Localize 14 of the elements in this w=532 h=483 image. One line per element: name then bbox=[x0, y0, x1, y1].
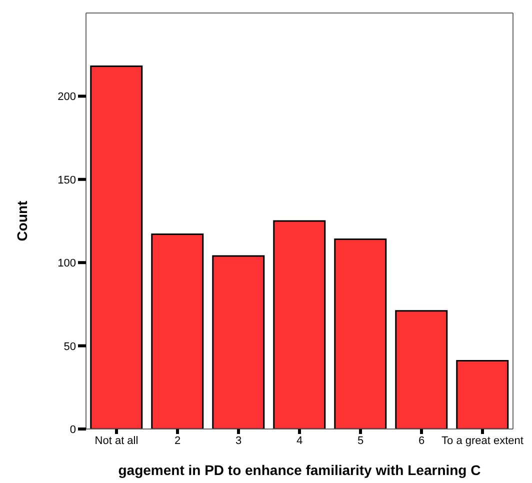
y-tick-label: 50 bbox=[64, 340, 76, 353]
y-axis-title: Count bbox=[14, 200, 30, 242]
y-tick-label: 150 bbox=[58, 174, 76, 186]
x-tick-label: 5 bbox=[357, 434, 364, 447]
x-tick-label: 4 bbox=[296, 434, 303, 447]
x-tick-label: 6 bbox=[418, 434, 425, 447]
x-axis-title: gagement in PD to enhance familiarity with Learning C bbox=[118, 462, 481, 478]
y-tick-label: 0 bbox=[70, 424, 76, 436]
x-tick-label: Not at all bbox=[94, 434, 138, 447]
x-tick-label: 3 bbox=[235, 434, 242, 447]
x-tick-label: 2 bbox=[174, 434, 181, 447]
x-tick-label: To a great extent bbox=[442, 434, 524, 447]
y-tick-label: 200 bbox=[58, 91, 76, 104]
y-tick-label: 100 bbox=[58, 258, 76, 270]
